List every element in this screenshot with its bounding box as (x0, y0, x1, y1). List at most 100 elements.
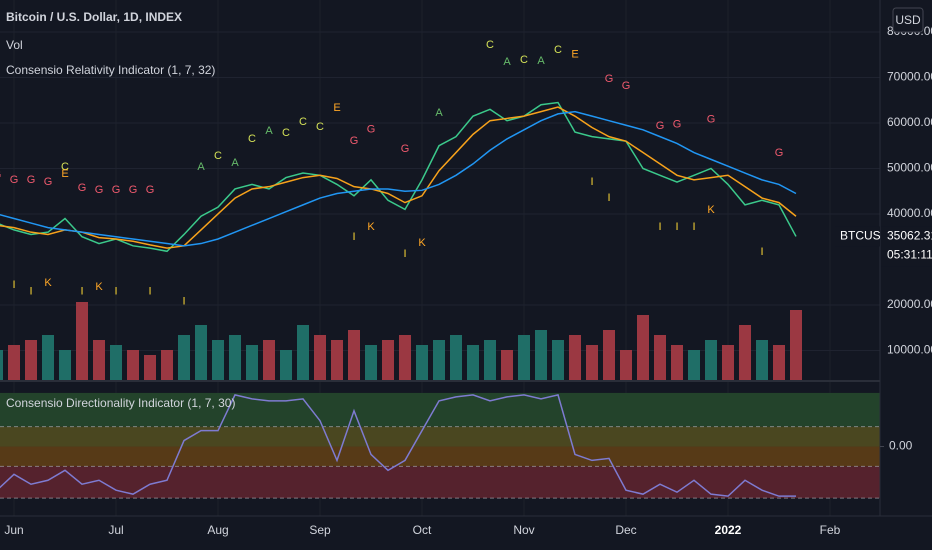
volume-bar (484, 340, 496, 380)
signal-label: I (12, 279, 15, 291)
currency-label[interactable]: USD (895, 13, 921, 27)
signal-label: G (775, 147, 784, 159)
band (0, 392, 880, 427)
volume-title: Vol (6, 38, 23, 52)
symbol-label: BTCUSD (840, 229, 890, 243)
signal-label: A (503, 56, 511, 68)
signal-label: K (367, 221, 375, 233)
signal-label: G (112, 184, 121, 196)
volume-bar (518, 335, 530, 380)
band (0, 466, 880, 499)
volume-bar (705, 340, 717, 380)
x-tick-label: Aug (207, 523, 228, 537)
signal-label: A (197, 161, 205, 173)
signal-label: G (78, 182, 87, 194)
volume-bar (501, 350, 513, 380)
last-price-box (881, 226, 932, 267)
volume-bar (127, 350, 139, 380)
volume-bar (314, 335, 326, 380)
annotations: GGGGCEGGGGGACACACCCEGGGACACACEGGGGGGIIII… (0, 39, 783, 308)
signal-label: E (61, 168, 68, 180)
series-line (0, 394, 796, 497)
signal-label: G (0, 169, 1, 181)
signal-label: G (44, 176, 53, 188)
signal-label: G (129, 184, 138, 196)
signal-label: C (282, 127, 290, 139)
signal-label: C (299, 116, 307, 128)
volume-bar (756, 340, 768, 380)
volume-bar (331, 340, 343, 380)
signal-label: G (401, 143, 410, 155)
volume-bar (552, 340, 564, 380)
volume-bar (76, 302, 88, 380)
signal-label: C (520, 54, 528, 66)
signal-label: I (403, 248, 406, 260)
signal-label: G (10, 174, 19, 186)
signal-label: I (675, 221, 678, 233)
signal-label: C (61, 161, 69, 173)
series-line (0, 101, 797, 253)
volume-bar (450, 335, 462, 380)
signal-label: E (333, 102, 340, 114)
x-tick-label: Jul (108, 523, 123, 537)
volume (0, 302, 802, 380)
volume-bar (722, 345, 734, 380)
signal-label: G (605, 73, 614, 85)
x-tick-label: 2022 (715, 523, 742, 537)
volume-bar (433, 340, 445, 380)
x-tick-label: Sep (309, 523, 331, 537)
y-tick-label: 60000.00 (887, 115, 932, 129)
signal-label: K (95, 281, 103, 293)
volume-bar (467, 345, 479, 380)
volume-bar (212, 340, 224, 380)
signal-label: A (537, 55, 545, 67)
volume-bar (195, 325, 207, 380)
signal-label: C (316, 121, 324, 133)
volume-bar (620, 350, 632, 380)
signal-label: C (554, 44, 562, 56)
volume-bar (348, 330, 360, 380)
signal-label: G (367, 124, 376, 136)
y-tick-label: 20000.00 (887, 297, 932, 311)
volume-bar (365, 345, 377, 380)
volume-bar (603, 330, 615, 380)
indicator-bands (0, 392, 880, 499)
volume-bar (654, 335, 666, 380)
signal-label: I (29, 286, 32, 298)
overlay-title: Consensio Relativity Indicator (1, 7, 32… (6, 63, 215, 77)
last-price: 35062.31 (887, 229, 932, 243)
y-tick-label: 50000.00 (887, 161, 932, 175)
series-line (0, 106, 797, 249)
volume-bar (229, 335, 241, 380)
volume-bar (773, 345, 785, 380)
y-tick-label: 10000.00 (887, 343, 932, 357)
band (0, 426, 880, 447)
volume-bar (297, 325, 309, 380)
signal-label: A (231, 157, 239, 169)
volume-bar (59, 350, 71, 380)
countdown: 05:31:11 (887, 248, 932, 262)
volume-bar (739, 325, 751, 380)
x-tick-label: Dec (615, 523, 636, 537)
volume-bar (110, 345, 122, 380)
series-line (0, 110, 797, 247)
signal-label: I (760, 246, 763, 258)
volume-bar (0, 350, 3, 380)
signal-label: I (148, 286, 151, 298)
volume-bar (263, 340, 275, 380)
volume-bar (280, 350, 292, 380)
x-tick-label: Feb (820, 523, 841, 537)
lines (0, 101, 797, 497)
volume-bar (586, 345, 598, 380)
currency-button[interactable] (892, 7, 924, 33)
signal-label: C (248, 133, 256, 145)
signal-label: E (571, 49, 578, 61)
signal-label: I (692, 221, 695, 233)
y-tick-label: 70000.00 (887, 70, 932, 84)
signal-label: K (418, 237, 426, 249)
chart-title: Bitcoin / U.S. Dollar, 1D, INDEX (6, 10, 182, 24)
signal-label: G (622, 80, 631, 92)
signal-label: I (658, 221, 661, 233)
signal-label: G (27, 174, 36, 186)
